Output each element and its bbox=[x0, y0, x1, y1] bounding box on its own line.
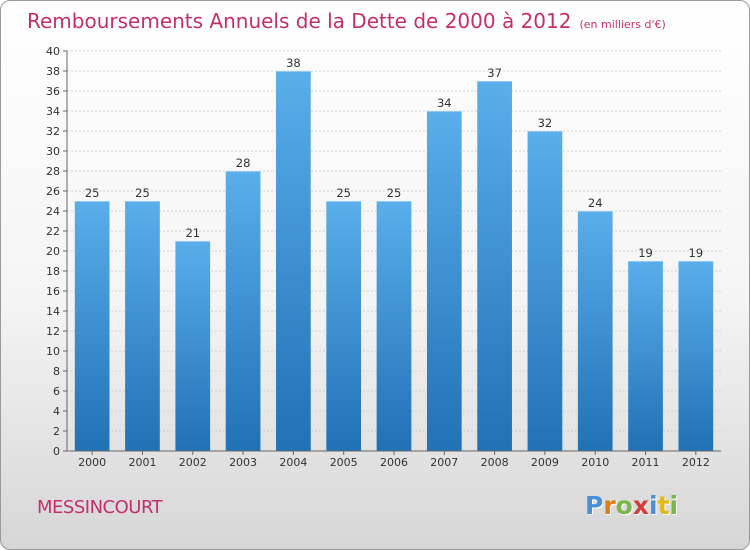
y-tick-label: 34 bbox=[46, 105, 60, 118]
y-tick-label: 6 bbox=[53, 385, 60, 398]
bar-2004 bbox=[276, 71, 311, 451]
bars bbox=[74, 71, 714, 451]
chart-unit: (en milliers d'€) bbox=[579, 18, 666, 31]
logo-letter: i bbox=[649, 491, 658, 520]
bar-2001 bbox=[125, 201, 160, 451]
proxiti-logo: Proxiti bbox=[585, 491, 678, 520]
x-tick-label: 2012 bbox=[682, 456, 710, 469]
value-label: 19 bbox=[638, 246, 653, 260]
value-label: 32 bbox=[538, 116, 553, 130]
value-label: 25 bbox=[336, 186, 351, 200]
value-label: 28 bbox=[236, 156, 251, 170]
x-tick-label: 2005 bbox=[330, 456, 358, 469]
y-tick-label: 8 bbox=[53, 365, 60, 378]
value-label: 21 bbox=[185, 226, 200, 240]
value-label: 25 bbox=[135, 186, 150, 200]
y-tick-label: 16 bbox=[46, 285, 60, 298]
logo-letter: o bbox=[615, 491, 633, 520]
bar-2000 bbox=[74, 201, 110, 451]
y-tick-label: 24 bbox=[46, 205, 60, 218]
logo-letter: r bbox=[603, 491, 616, 520]
x-tick-label: 2002 bbox=[179, 456, 207, 469]
bar-2008 bbox=[477, 81, 512, 451]
x-tick-label: 2006 bbox=[380, 456, 408, 469]
bar-2007 bbox=[426, 111, 462, 451]
x-tick-label: 2001 bbox=[128, 456, 156, 469]
chart-title: Remboursements Annuels de la Dette de 20… bbox=[27, 9, 666, 33]
bar-2002 bbox=[175, 241, 211, 451]
logo-letter: i bbox=[669, 491, 679, 520]
axes bbox=[63, 50, 721, 455]
value-label: 24 bbox=[588, 196, 603, 210]
y-tick-label: 36 bbox=[46, 85, 60, 98]
x-tick-label: 2011 bbox=[632, 456, 660, 469]
x-tick-label: 2000 bbox=[78, 456, 106, 469]
y-tick-label: 30 bbox=[46, 145, 60, 158]
bar-2009 bbox=[527, 131, 563, 451]
bar-2012 bbox=[678, 261, 714, 451]
y-tick-label: 26 bbox=[46, 185, 60, 198]
logo-letter: x bbox=[632, 491, 649, 520]
x-tick-label: 2007 bbox=[430, 456, 458, 469]
value-label: 34 bbox=[437, 96, 452, 110]
bar-2010 bbox=[577, 211, 613, 451]
x-tick-label: 2003 bbox=[229, 456, 257, 469]
bar-2006 bbox=[376, 201, 412, 451]
y-tick-label: 18 bbox=[46, 265, 60, 278]
logo-letter: P bbox=[585, 491, 604, 520]
value-label: 25 bbox=[85, 186, 100, 200]
y-tick-label: 32 bbox=[46, 125, 60, 138]
logo-letter: t bbox=[657, 491, 670, 520]
y-tick-label: 12 bbox=[46, 325, 60, 338]
value-label: 19 bbox=[689, 246, 704, 260]
y-tick-label: 28 bbox=[46, 165, 60, 178]
y-tick-label: 4 bbox=[53, 405, 60, 418]
y-tick-label: 38 bbox=[46, 65, 60, 78]
y-tick-label: 40 bbox=[46, 45, 60, 58]
value-label: 37 bbox=[487, 66, 502, 80]
y-tick-label: 0 bbox=[53, 445, 60, 458]
y-tick-label: 20 bbox=[46, 245, 60, 258]
labels: 0246810121416182022242628303234363840252… bbox=[46, 45, 710, 469]
y-tick-label: 2 bbox=[53, 425, 60, 438]
commune-name: MESSINCOURT bbox=[37, 497, 163, 518]
y-tick-label: 10 bbox=[46, 345, 60, 358]
x-tick-label: 2008 bbox=[481, 456, 509, 469]
bar-2005 bbox=[326, 201, 362, 451]
bar-2011 bbox=[628, 261, 663, 451]
y-tick-label: 14 bbox=[46, 305, 60, 318]
x-tick-label: 2010 bbox=[581, 456, 609, 469]
x-tick-label: 2004 bbox=[279, 456, 307, 469]
value-label: 25 bbox=[387, 186, 402, 200]
value-label: 38 bbox=[286, 56, 301, 70]
bar-2003 bbox=[225, 171, 261, 451]
y-tick-label: 22 bbox=[46, 225, 60, 238]
x-tick-label: 2009 bbox=[531, 456, 559, 469]
